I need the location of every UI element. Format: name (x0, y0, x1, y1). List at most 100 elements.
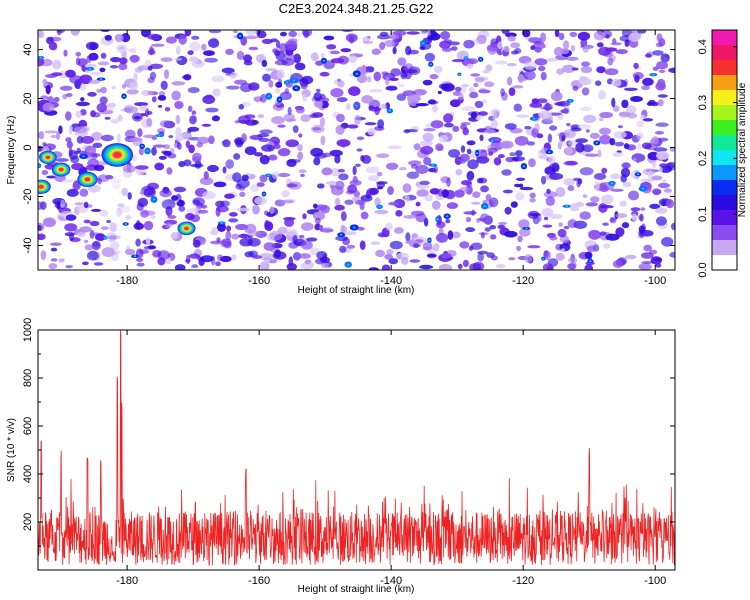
heatmap-cell (602, 222, 609, 226)
heatmap-cell (203, 50, 215, 56)
colorbar-step (712, 120, 737, 136)
heatmap-cell (45, 74, 58, 78)
heatmap-cell (634, 74, 640, 83)
heatmap-cell (114, 34, 124, 42)
heatmap-cell (449, 99, 461, 108)
colorbar-title: Normalized spectral amplitude (737, 82, 748, 217)
heatmap-cell (356, 148, 363, 152)
heatmap-cell (80, 135, 94, 144)
heatmap-cell (118, 63, 128, 71)
heatmap-cell (48, 263, 58, 270)
heatmap-cell (433, 65, 443, 74)
heatmap-cell (659, 163, 668, 168)
heatmap-x-axis: -180 -160 -140 -120 -100 (116, 30, 666, 287)
heatmap-cell (435, 233, 449, 243)
heatmap-cell (312, 203, 318, 209)
heatmap-cell (225, 230, 232, 241)
heatmap-cell (322, 59, 326, 62)
heatmap-cell (599, 231, 607, 236)
heatmap-cell (641, 85, 650, 90)
heatmap-cell (548, 151, 551, 154)
heatmap-cell (191, 264, 199, 269)
heatmap-cell (229, 73, 236, 80)
heatmap-cell (41, 169, 49, 176)
heatmap-cell (529, 102, 543, 108)
heatmap-cell (233, 153, 241, 160)
heatmap-cell (90, 71, 103, 76)
heatmap-cell (419, 264, 434, 270)
heatmap-cell (466, 63, 474, 69)
heatmap-cell (261, 38, 273, 45)
heatmap-cell (217, 254, 223, 262)
heatmap-cell (302, 93, 307, 102)
colorbar-step (712, 135, 737, 151)
heatmap-cell (538, 154, 549, 160)
heatmap-cell (419, 180, 430, 186)
heatmap-cell (461, 106, 476, 111)
heatmap-cell (301, 222, 314, 231)
heatmap-hotspot (51, 162, 71, 177)
heatmap-cell (262, 73, 271, 82)
heatmap-cell (473, 82, 479, 88)
heatmap-cell (478, 89, 491, 94)
heatmap-cell (197, 209, 209, 214)
heatmap-cell (668, 67, 675, 74)
heatmap-cell (547, 234, 555, 239)
heatmap-cell (374, 197, 381, 207)
heatmap-cell (89, 220, 100, 227)
heatmap-cell (248, 46, 259, 51)
heatmap-cell (479, 149, 488, 160)
heatmap-cell (371, 48, 381, 55)
heatmap-cell (609, 217, 615, 222)
heatmap-cell (335, 235, 349, 241)
heatmap-cell (370, 241, 381, 246)
heatmap-cell (138, 147, 144, 156)
heatmap-cell (653, 147, 668, 152)
heatmap-cell (381, 264, 391, 270)
heatmap-cell (281, 199, 294, 204)
heatmap-cell (245, 30, 257, 35)
heatmap-cell (277, 124, 286, 128)
heatmap-cell (239, 237, 253, 247)
heatmap-cell (231, 254, 237, 261)
heatmap-cell (425, 123, 431, 128)
heatmap-cell (651, 136, 660, 145)
colorbar-step (712, 195, 737, 211)
heatmap-cell (599, 185, 609, 192)
heatmap-cell (167, 215, 177, 219)
heatmap-cell (523, 70, 536, 81)
heatmap-cell (390, 68, 402, 77)
heatmap-cell (294, 62, 306, 71)
heatmap-cell (502, 189, 513, 194)
heatmap-cell (575, 142, 585, 153)
heatmap-cell (471, 201, 481, 205)
heatmap-cell (82, 261, 89, 266)
heatmap-cell (366, 76, 372, 83)
heatmap-cell (429, 73, 439, 80)
x-tick-label: -120 (512, 575, 534, 587)
heatmap-cell (613, 152, 623, 158)
heatmap-cell (334, 154, 341, 164)
heatmap-cell (50, 258, 58, 262)
heatmap-cell (598, 117, 604, 122)
heatmap-cell (178, 35, 187, 45)
heatmap-cell (551, 162, 560, 172)
heatmap-cell (618, 111, 631, 117)
heatmap-cell (466, 148, 472, 155)
heatmap-cell (656, 151, 670, 160)
heatmap-cell (317, 183, 325, 189)
heatmap-hotspot (39, 150, 57, 164)
heatmap-cell (265, 68, 277, 72)
heatmap-cell (532, 117, 536, 120)
heatmap-cell (510, 201, 518, 208)
heatmap-cell (448, 149, 461, 158)
heatmap-cell (215, 261, 221, 267)
heatmap-cell (404, 129, 418, 133)
heatmap-cell (413, 243, 420, 249)
heatmap-cell (465, 185, 473, 195)
heatmap-cell (567, 185, 575, 192)
heatmap-cell (639, 213, 644, 222)
heatmap-cell (424, 52, 436, 62)
heatmap-cell (609, 138, 616, 146)
heatmap-cell (463, 39, 475, 49)
